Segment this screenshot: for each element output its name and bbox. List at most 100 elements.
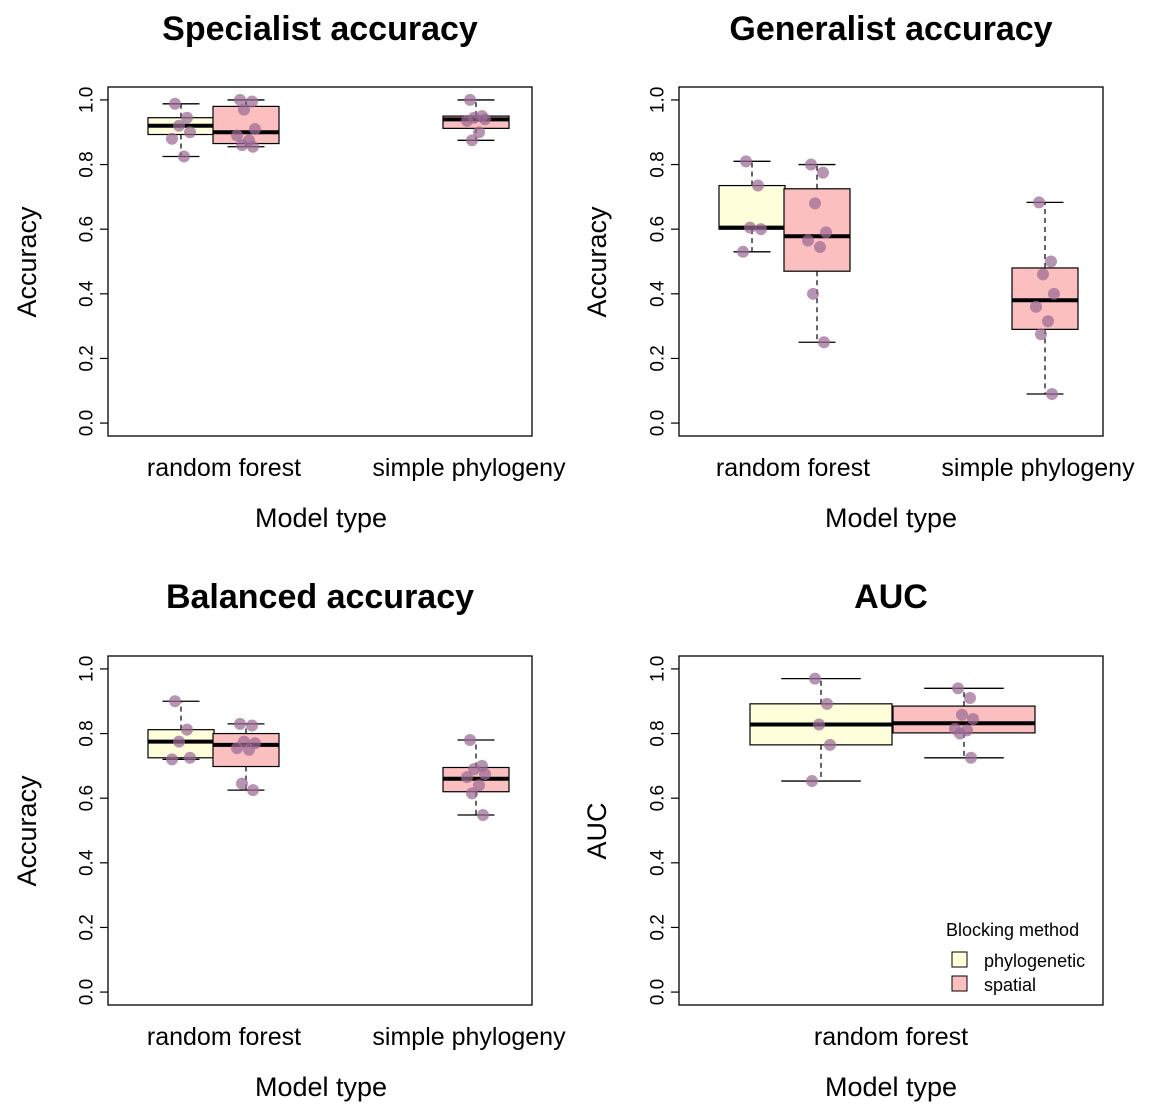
panel-generalist-accuracy: Generalist accuracy 0.0 0.2 0.4 0.6 0.8 1.0 r… xyxy=(582,10,1135,533)
x-category-label: random forest xyxy=(147,1023,301,1051)
box-phylogenetic xyxy=(147,97,215,163)
box-phylogenetic xyxy=(718,155,786,258)
y-tick-label: 1.0 xyxy=(648,87,669,113)
data-point xyxy=(967,713,979,726)
y-tick-label: 0.0 xyxy=(648,979,669,1005)
data-point xyxy=(809,197,821,210)
data-point xyxy=(247,784,259,797)
data-point xyxy=(744,221,756,234)
data-point xyxy=(1033,196,1045,209)
data-point xyxy=(740,155,752,168)
data-point xyxy=(169,97,181,110)
data-point xyxy=(234,93,246,106)
data-point xyxy=(479,113,491,126)
data-point xyxy=(166,132,178,145)
box-spatial xyxy=(212,93,280,153)
data-point xyxy=(466,787,478,800)
x-category-label: simple phylogeny xyxy=(372,454,566,482)
box-phylogenetic xyxy=(749,672,893,788)
data-point xyxy=(813,718,825,731)
plot-area: 0.0 0.2 0.4 0.6 0.8 1.0 xyxy=(648,655,1104,1006)
data-point xyxy=(238,103,250,116)
y-tick-label: 0.6 xyxy=(77,216,98,242)
y-tick-label: 0.6 xyxy=(648,785,669,811)
x-axis-label: Model type xyxy=(825,503,957,533)
data-point xyxy=(473,779,485,792)
data-point xyxy=(752,179,764,192)
y-tick-label: 1.0 xyxy=(648,656,669,682)
y-tick-label: 0.0 xyxy=(77,979,98,1005)
data-point xyxy=(466,134,478,147)
x-axis-label: Model type xyxy=(825,1072,957,1102)
data-point xyxy=(818,336,830,349)
plot-area: 0.0 0.2 0.4 0.6 0.8 1.0 xyxy=(77,655,533,1006)
data-point xyxy=(173,735,185,748)
data-point xyxy=(820,226,832,239)
y-tick-label: 0.8 xyxy=(648,151,669,177)
data-point xyxy=(234,717,246,730)
y-tick-label: 1.0 xyxy=(77,87,98,113)
box-spatial xyxy=(892,682,1036,764)
y-tick-label: 0.8 xyxy=(648,720,669,746)
data-point xyxy=(1035,328,1047,341)
box-spatial xyxy=(442,93,510,147)
y-tick-label: 0.8 xyxy=(77,151,98,177)
data-point xyxy=(817,166,829,179)
data-point xyxy=(249,123,261,136)
y-tick-label: 0.0 xyxy=(648,410,669,436)
data-point xyxy=(964,692,976,705)
y-axis-label: Accuracy xyxy=(582,206,612,318)
data-point xyxy=(814,240,826,253)
plot-area: 0.0 0.2 0.4 0.6 0.8 1.0 xyxy=(648,86,1104,437)
data-point xyxy=(246,719,258,732)
data-point xyxy=(464,93,476,106)
data-point xyxy=(184,751,196,764)
legend-label-phylogenetic: phylogenetic xyxy=(984,951,1085,971)
data-point xyxy=(477,808,489,821)
data-point xyxy=(479,767,491,780)
panel-title: Balanced accuracy xyxy=(166,578,474,616)
box-spatial xyxy=(442,734,510,821)
data-point xyxy=(954,727,966,740)
box-spatial xyxy=(783,158,851,349)
panel-title: AUC xyxy=(854,578,928,616)
y-tick-label: 0.0 xyxy=(77,410,98,436)
x-category-label: random forest xyxy=(716,454,870,482)
data-point xyxy=(169,695,181,708)
box-spatial xyxy=(1011,196,1079,400)
y-tick-label: 0.2 xyxy=(648,345,669,371)
panel-title: Generalist accuracy xyxy=(729,10,1052,48)
x-category-label: simple phylogeny xyxy=(941,454,1135,482)
x-axis-label: Model type xyxy=(255,1072,387,1102)
y-tick-label: 0.2 xyxy=(77,914,98,940)
data-point xyxy=(231,742,243,755)
plot-area: 0.0 0.2 0.4 0.6 0.8 1.0 xyxy=(77,86,533,437)
data-point xyxy=(1030,300,1042,313)
data-point xyxy=(807,287,819,300)
panel-specialist-accuracy: Specialist accuracy 0.0 0.2 0.4 0.6 0.8 1.0 r… xyxy=(12,10,566,533)
y-axis-label: AUC xyxy=(582,802,612,859)
x-category-label: random forest xyxy=(147,454,301,482)
y-tick-label: 0.6 xyxy=(77,785,98,811)
box-spatial xyxy=(212,717,280,797)
legend-label-spatial: spatial xyxy=(984,975,1036,995)
y-tick-label: 0.8 xyxy=(77,720,98,746)
plot-frame xyxy=(107,655,533,1006)
data-point xyxy=(178,150,190,163)
legend-swatch-spatial xyxy=(951,975,968,992)
data-point xyxy=(755,223,767,236)
y-tick-label: 0.4 xyxy=(648,280,669,307)
data-point xyxy=(737,245,749,258)
y-tick-label: 0.4 xyxy=(77,280,98,307)
data-point xyxy=(473,126,485,139)
data-point xyxy=(821,697,833,710)
data-point xyxy=(181,723,193,736)
y-tick-label: 0.6 xyxy=(648,216,669,242)
data-point xyxy=(464,734,476,747)
data-point xyxy=(1037,268,1049,281)
data-point xyxy=(809,672,821,685)
plot-frame xyxy=(678,86,1104,437)
data-point xyxy=(1048,287,1060,300)
legend-swatch-phylogenetic xyxy=(951,951,968,968)
